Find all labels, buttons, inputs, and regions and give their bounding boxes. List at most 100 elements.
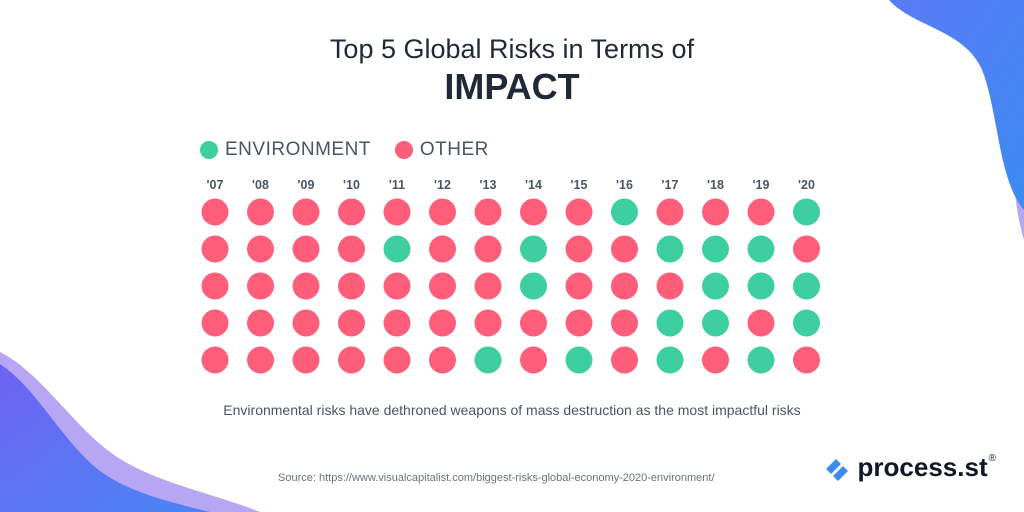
- risk-dot-other: [383, 346, 411, 374]
- risk-dot-other: [429, 235, 456, 263]
- risk-dot-other: [793, 346, 820, 374]
- dot-matrix-chart: '07 '08 '09 '10 '11 '12 '13 '14 '15 '16 '17 '18 '19 '…: [201, 178, 820, 374]
- risk-dot-other: [611, 309, 638, 337]
- process-st-logo-icon: [825, 458, 848, 481]
- risk-dot-other: [474, 198, 502, 226]
- risk-dot-environment: [793, 272, 820, 300]
- risk-dot-other: [656, 198, 684, 226]
- risk-dot-environment: [611, 198, 638, 226]
- risk-dot-other: [565, 235, 593, 263]
- year-label: '09: [298, 178, 315, 192]
- risk-dot-other: [292, 272, 320, 300]
- risk-dot-other: [747, 198, 775, 226]
- risk-dot-other: [338, 198, 365, 226]
- logo-text: process.st: [857, 452, 988, 482]
- year-label: '19: [753, 178, 770, 192]
- risk-dot-environment: [747, 272, 775, 300]
- year-label: '16: [616, 178, 633, 192]
- risk-dot-other: [565, 272, 593, 300]
- risk-dot-other: [474, 272, 502, 300]
- legend-label-other: OTHER: [419, 139, 489, 160]
- risk-dot-environment: [565, 346, 593, 374]
- risk-dot-environment: [793, 309, 820, 337]
- year-label: '18: [707, 178, 724, 192]
- risk-dot-other: [338, 235, 365, 263]
- risk-dot-environment: [656, 309, 684, 337]
- risk-dot-other: [383, 309, 411, 337]
- risk-dot-other: [474, 309, 502, 337]
- legend-item-other: OTHER: [394, 139, 489, 161]
- risk-dot-other: [565, 198, 593, 226]
- legend-item-environment: ENVIRONMENT: [200, 139, 371, 161]
- risk-dot-other: [247, 272, 274, 300]
- risk-dot-other: [338, 346, 365, 374]
- risk-dot-environment: [474, 346, 502, 374]
- risk-dot-environment: [793, 198, 820, 226]
- risk-dot-other: [247, 198, 274, 226]
- risk-dot-environment: [656, 235, 684, 263]
- risk-dot-other: [292, 198, 320, 226]
- year-label: '17: [662, 178, 679, 192]
- risk-dot-other: [247, 309, 274, 337]
- risk-dot-other: [429, 346, 456, 374]
- risk-dot-other: [793, 235, 820, 263]
- risk-dot-environment: [383, 235, 411, 263]
- risk-dot-environment: [747, 346, 775, 374]
- year-label: '07: [207, 178, 224, 192]
- risk-dot-other: [338, 272, 365, 300]
- risk-dot-other: [201, 346, 229, 374]
- risk-dot-other: [383, 272, 411, 300]
- chart-title: Top 5 Global Risks in Terms of: [329, 34, 695, 64]
- legend-swatch-other: [394, 141, 413, 159]
- risk-dot-other: [201, 198, 229, 226]
- risk-dot-environment: [520, 235, 547, 263]
- legend: ENVIRONMENT OTHER: [200, 139, 513, 161]
- corner-decoration-bottom-left: [0, 352, 260, 512]
- risk-dot-other: [292, 309, 320, 337]
- year-label: '11: [389, 178, 405, 192]
- risk-dot-environment: [656, 346, 684, 374]
- risk-dot-environment: [702, 272, 729, 300]
- risk-dot-other: [520, 309, 547, 337]
- risk-dot-other: [747, 309, 775, 337]
- risk-dot-environment: [520, 272, 547, 300]
- legend-label-environment: ENVIRONMENT: [225, 139, 371, 160]
- year-label: '10: [343, 178, 360, 192]
- risk-dot-other: [292, 346, 320, 374]
- risk-dot-other: [201, 272, 229, 300]
- risk-dot-other: [611, 272, 638, 300]
- risk-dot-other: [338, 309, 365, 337]
- risk-dot-other: [383, 198, 411, 226]
- risk-dot-environment: [702, 235, 729, 263]
- risk-dot-other: [429, 198, 456, 226]
- risk-dot-other: [474, 235, 502, 263]
- risk-dot-other: [702, 198, 729, 226]
- year-label: '20: [798, 178, 815, 192]
- chart-caption: Environmental risks have dethroned weapo…: [223, 402, 801, 418]
- risk-dot-other: [247, 235, 274, 263]
- year-label: '13: [480, 178, 497, 192]
- legend-swatch-environment: [200, 141, 218, 159]
- risk-dot-other: [292, 235, 320, 263]
- risk-dot-other: [520, 198, 547, 226]
- risk-dot-other: [656, 272, 684, 300]
- risk-dot-other: [565, 309, 593, 337]
- risk-dot-other: [611, 235, 638, 263]
- year-label: '15: [571, 178, 588, 192]
- logo-registered-mark: ®: [988, 453, 996, 464]
- year-label: '08: [252, 178, 269, 192]
- year-label: '14: [525, 178, 542, 192]
- risk-dot-other: [611, 346, 638, 374]
- corner-decoration-top-right: [889, 0, 1024, 240]
- risk-dot-other: [201, 235, 229, 263]
- chart-subtitle: IMPACT: [444, 66, 580, 107]
- risk-dot-other: [247, 346, 274, 374]
- brand-logo: process.st ®: [822, 452, 996, 483]
- risk-dot-environment: [702, 309, 729, 337]
- risk-dot-other: [429, 272, 456, 300]
- risk-dot-environment: [747, 235, 775, 263]
- source-text: Source: https://www.visualcapitalist.com…: [278, 472, 715, 484]
- risk-dot-other: [201, 309, 229, 337]
- risk-dot-other: [429, 309, 456, 337]
- year-label: '12: [434, 178, 451, 192]
